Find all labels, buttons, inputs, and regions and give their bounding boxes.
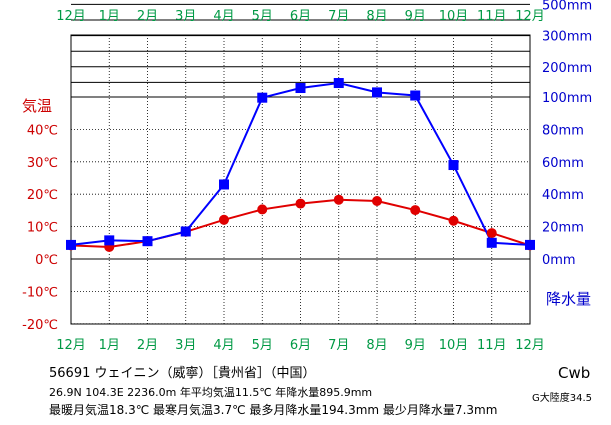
temperature-tick-label: 20℃ [27,188,58,203]
station-summary: 26.9N 104.3E 2236.0m 年平均気温11.5℃ 年降水量895.… [49,386,373,399]
temperature-point [295,198,306,209]
temperature-point [410,205,421,216]
bottom-month-labels: 12月 1月 2月 3月 4月 5月 6月 7月 8月 9月 10月 11月 12月 [56,338,545,353]
station-extremes: 最暖月気温18.3℃ 最寒月気温3.7℃ 最多月降水量194.3mm 最少月降水… [49,403,498,417]
month-label-top: 9月 [405,9,426,24]
precipitation-point [486,237,497,248]
month-label-top: 11月 [477,9,507,24]
precipitation-point [257,92,268,103]
chart-grid [71,3,530,325]
climate-classification: Cwb [558,364,591,382]
precipitation-point [448,160,459,171]
temperature-tick-label: 10℃ [27,221,58,236]
month-label-bottom: 8月 [366,338,387,353]
temperature-tick-label: 0℃ [35,253,58,268]
month-label-bottom: 1月 [99,338,120,353]
month-label-top: 7月 [328,9,349,24]
month-label-bottom: 12月 [56,338,86,353]
temperature-tick-label: 40℃ [27,123,58,138]
station-title: 56691 ウェイニン（威寧）［貴州省］（中国） [49,366,316,381]
temperature-tick-label: -20℃ [22,318,58,333]
precipitation-point [372,87,382,98]
precipitation-tick-label: 0mm [542,253,576,268]
precipitation-tick-label: 500mm [542,0,592,13]
precipitation-point [66,239,76,250]
top-month-labels: 12月 1月 2月 3月 4月 5月 6月 7月 8月 9月 10月 11月 12月 [56,9,545,24]
temperature-point [333,194,344,205]
precipitation-point [333,78,344,89]
precipitation-point [525,239,535,250]
precipitation-tick-label: 300mm [542,30,592,45]
continentality-index: G大陸度34.5 [532,393,593,404]
precipitation-point [410,90,421,101]
precipitation-axis-ticks: 100mm 80mm 60mm 40mm 20mm 0mm 500mm 300mm 200mm [542,0,592,268]
month-label-bottom: 9月 [405,338,426,353]
month-label-bottom: 11月 [477,338,507,353]
month-label-bottom: 12月 [515,338,545,353]
precipitation-tick-label: 200mm [542,61,592,76]
precipitation-tick-label: 40mm [542,188,584,203]
month-label-top: 2月 [137,9,158,24]
month-label-top: 12月 [515,9,545,24]
precipitation-point [295,83,306,94]
climate-chart: 12月 1月 2月 3月 4月 5月 6月 7月 8月 9月 10月 11月 12月 12月 1月 2月 3月… [22,0,592,353]
temperature-axis-label: 気温 [22,97,52,115]
temperature-point [372,196,382,207]
month-label-top: 10月 [439,9,469,24]
precipitation-point [104,235,115,246]
temperature-tick-label: 30℃ [27,156,58,171]
precipitation-point [180,226,191,237]
month-label-top: 4月 [213,9,234,24]
month-label-bottom: 6月 [290,338,311,353]
precipitation-tick-label: 100mm [542,91,592,106]
month-label-bottom: 4月 [213,338,234,353]
month-label-top: 3月 [175,9,196,24]
series-layer [66,78,535,253]
month-label-bottom: 3月 [175,338,196,353]
month-label-top: 5月 [252,9,273,24]
month-label-bottom: 5月 [252,338,273,353]
precipitation-point [142,236,153,247]
month-label-bottom: 7月 [328,338,349,353]
plot-frame [70,34,531,325]
month-label-top: 12月 [56,9,86,24]
temperature-point [219,214,229,225]
precipitation-axis-label: 降水量 [546,290,591,308]
month-label-top: 1月 [99,9,120,24]
month-label-top: 8月 [366,9,387,24]
precipitation-tick-label: 20mm [542,221,584,236]
temperature-point [448,215,459,226]
temperature-axis-ticks: 40℃ 30℃ 20℃ 10℃ 0℃ -10℃ -20℃ [22,123,58,332]
precipitation-tick-label: 80mm [542,123,584,138]
precipitation-tick-label: 60mm [542,156,584,171]
precipitation-point [219,179,229,190]
temperature-point [486,228,497,239]
month-label-top: 6月 [290,9,311,24]
temperature-tick-label: -10℃ [22,285,58,300]
temperature-point [257,204,268,215]
month-label-bottom: 10月 [439,338,469,353]
month-label-bottom: 2月 [137,338,158,353]
